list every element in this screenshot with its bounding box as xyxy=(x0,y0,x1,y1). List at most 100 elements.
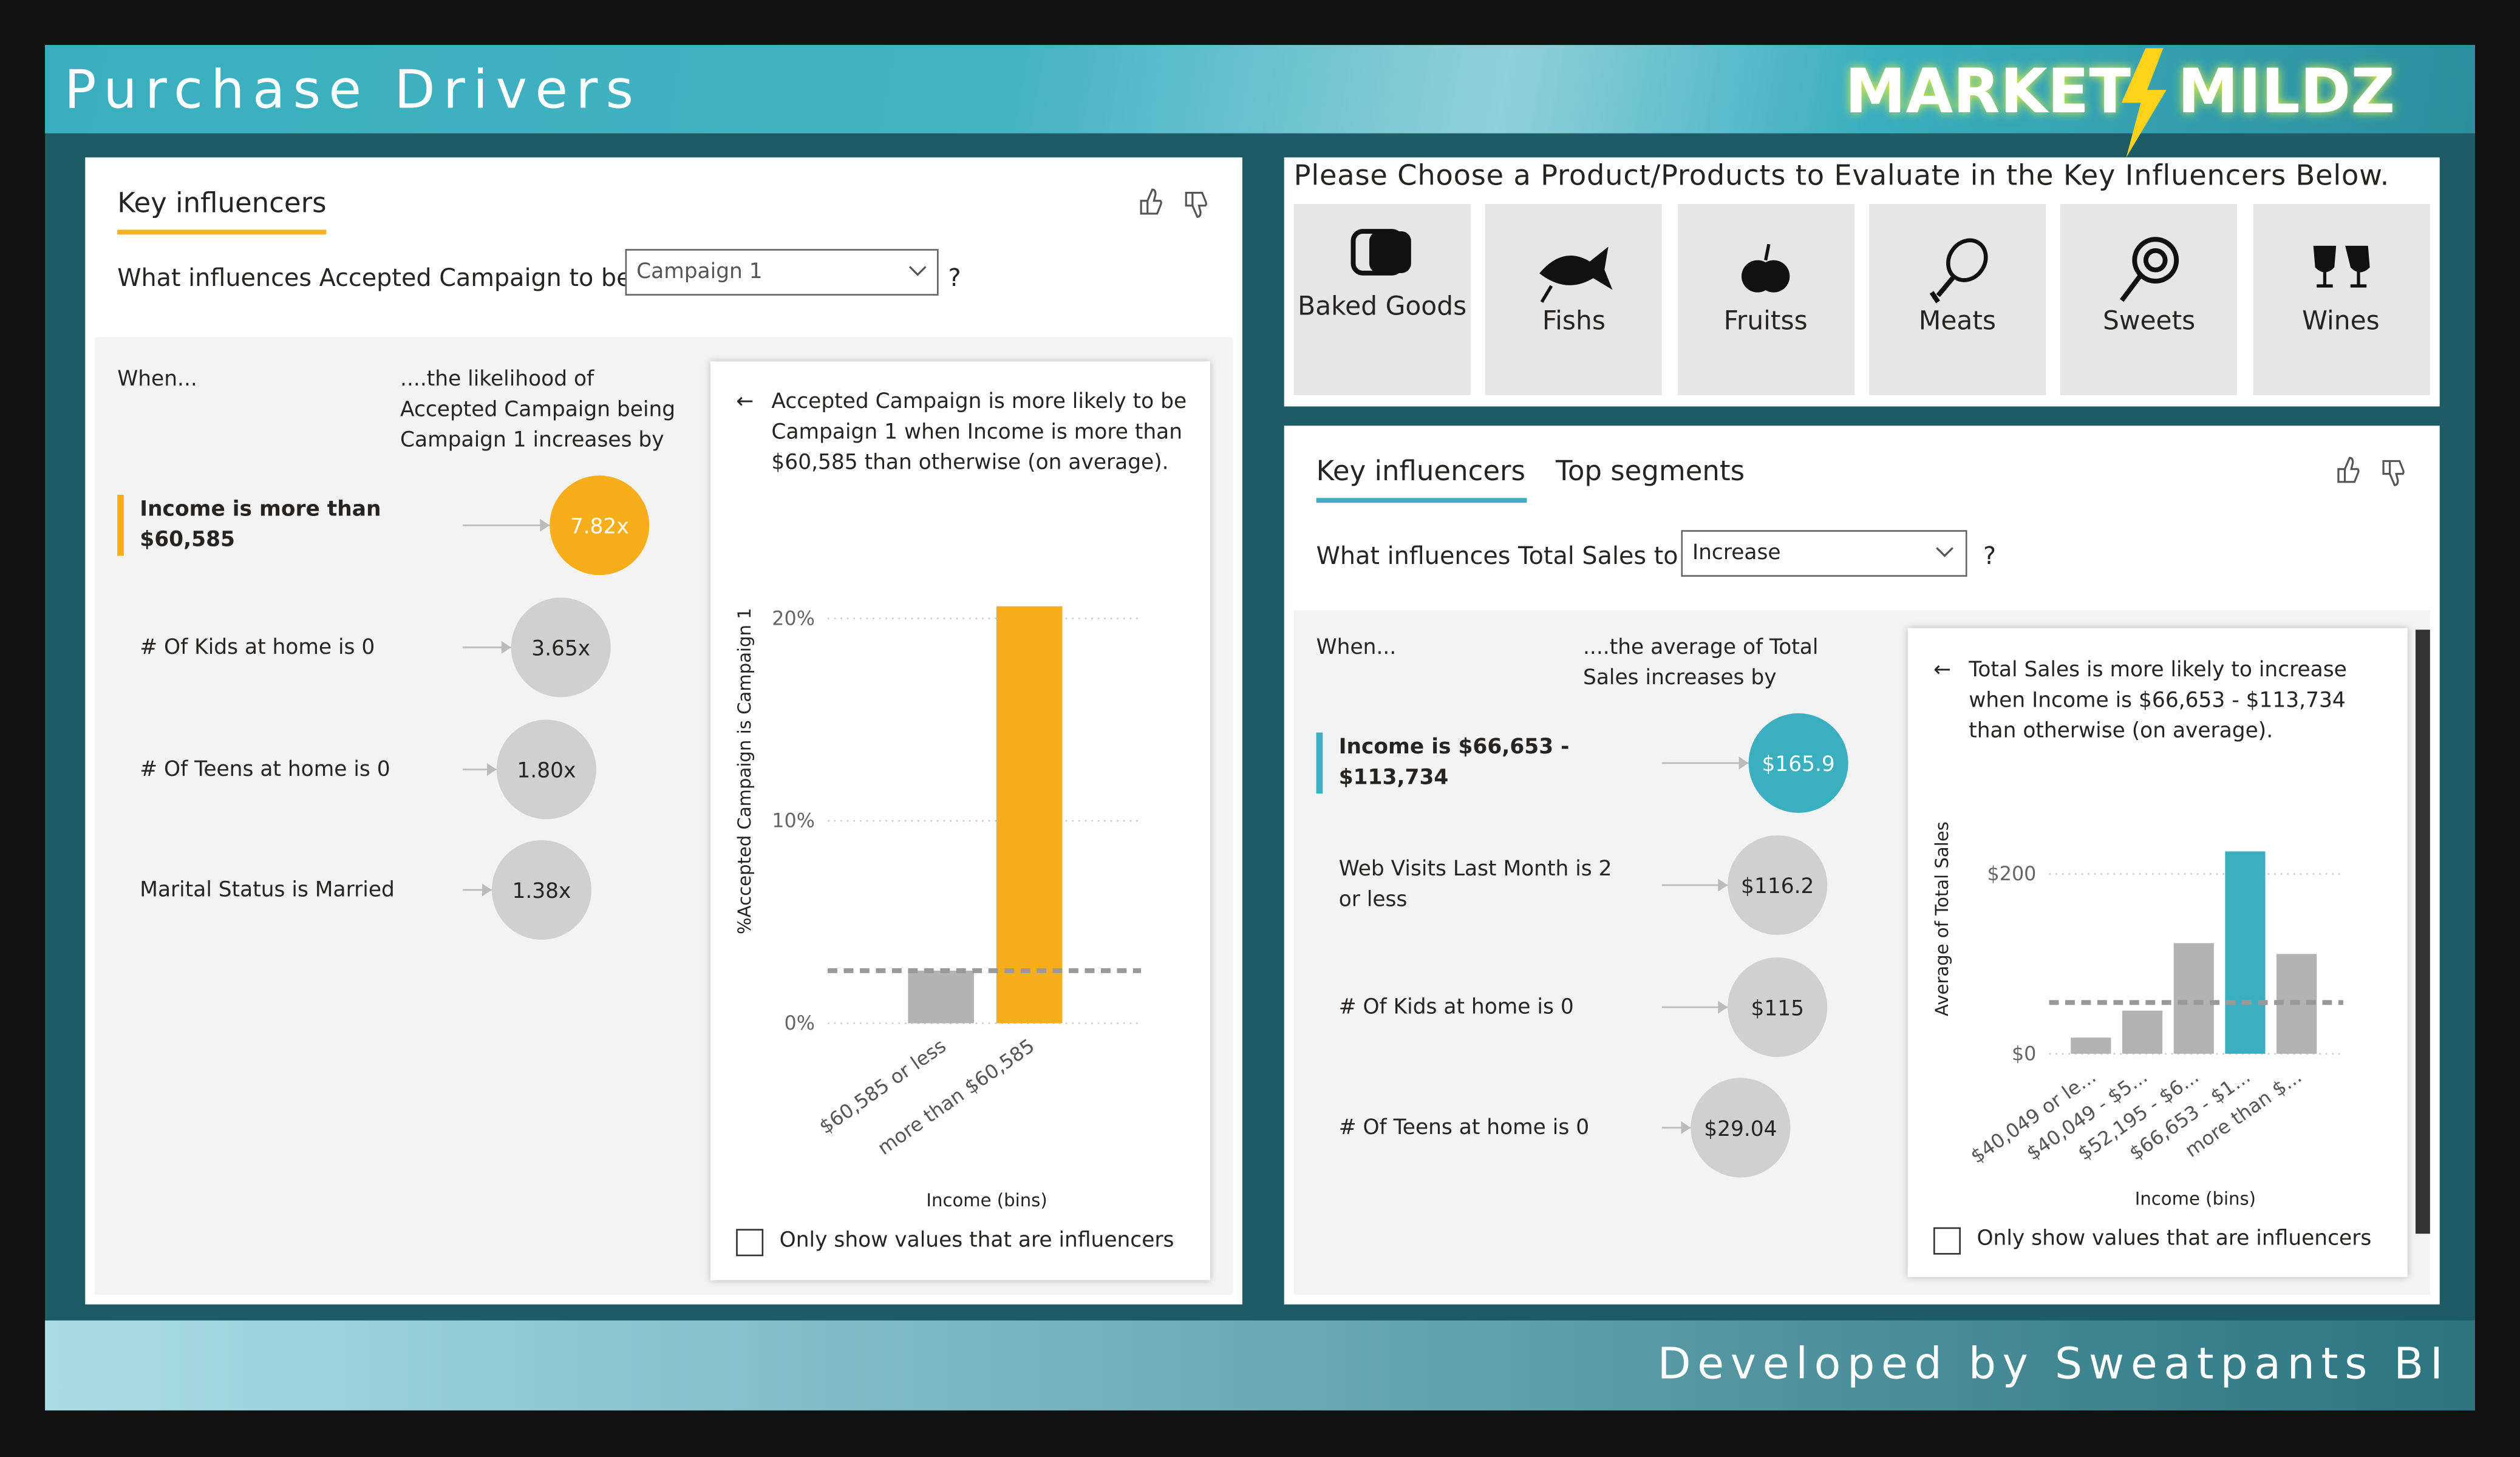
tab[interactable]: Top segments xyxy=(1556,456,1745,489)
back-arrow[interactable]: ← xyxy=(736,390,754,415)
influencer-label[interactable]: Web Visits Last Month is 2 or less xyxy=(1338,858,1612,912)
y-tick-label: $0 xyxy=(2012,1043,2036,1065)
influencer-value: $115 xyxy=(1751,996,1804,1021)
detail-card xyxy=(710,361,1210,1280)
y-tick-label: 0% xyxy=(784,1013,814,1034)
product-icon xyxy=(2119,237,2179,302)
checkbox-label: Only show values that are influencers xyxy=(1977,1227,2372,1252)
y-axis-label: Average of Total Sales xyxy=(1932,821,1952,1016)
detail-text: Total Sales is more likely to increase w… xyxy=(1969,658,2347,744)
influencer-value: $29.04 xyxy=(1704,1117,1777,1141)
dropdown[interactable]: Campaign 1 xyxy=(625,249,939,296)
tab-underline xyxy=(1316,498,1527,503)
x-axis-label: Income (bins) xyxy=(926,1190,1047,1211)
influencer-label[interactable]: # Of Teens at home is 0 xyxy=(1338,1115,1590,1140)
influencer-label[interactable]: # Of Teens at home is 0 xyxy=(140,757,390,782)
effect-header: ....the likelihood of Accepted Campaign … xyxy=(400,367,676,453)
x-axis-label: Income (bins) xyxy=(2135,1189,2256,1209)
product-label: Sweets xyxy=(2102,305,2196,336)
influencer-label[interactable]: Income is $66,653 - $113,734 xyxy=(1338,735,1570,790)
product-tile[interactable] xyxy=(2252,204,2430,395)
header-band xyxy=(45,45,2475,134)
detail-text: Accepted Campaign is more likely to be C… xyxy=(771,390,1187,476)
influencer-value: 7.82x xyxy=(570,515,629,539)
scrollbar[interactable] xyxy=(2415,630,2430,1234)
influencer-label[interactable]: # Of Kids at home is 0 xyxy=(1338,995,1574,1019)
connector-head xyxy=(1718,878,1728,892)
influencer-value: 1.38x xyxy=(512,879,571,903)
y-tick-label: 20% xyxy=(772,608,815,630)
logo-glow: MILDZ xyxy=(2178,56,2395,127)
product-label: Baked Goods xyxy=(1298,290,1467,322)
question-mark: ? xyxy=(948,263,961,293)
checkbox[interactable] xyxy=(1933,1227,1961,1255)
tab-underline xyxy=(117,229,327,235)
question-mark: ? xyxy=(1983,541,1997,571)
influencer-value: 3.65x xyxy=(531,637,590,661)
product-tile[interactable] xyxy=(1868,204,2046,395)
bar xyxy=(2122,1010,2163,1054)
bar xyxy=(2225,851,2266,1054)
bar xyxy=(908,970,974,1024)
influencer-bubble xyxy=(1748,713,1848,813)
checkbox-label: Only show values that are influencers xyxy=(779,1229,1174,1253)
connector-head xyxy=(540,518,550,532)
product-icon xyxy=(1741,243,1790,293)
connector-head xyxy=(1681,1121,1691,1135)
bar xyxy=(2071,1038,2111,1054)
bar xyxy=(996,606,1063,1024)
influencer-bubble xyxy=(511,597,611,698)
dropdown[interactable]: Increase xyxy=(1681,530,1967,577)
product-panel xyxy=(1284,157,2440,407)
logo-right: MILDZ xyxy=(2178,56,2395,127)
connector-head xyxy=(486,762,497,776)
effect-header: ....the average of Total Sales increases… xyxy=(1582,636,1819,691)
influencer-label[interactable]: Marital Status is Married xyxy=(140,878,395,902)
selected-indicator xyxy=(1316,732,1323,794)
product-tile[interactable] xyxy=(2060,204,2238,395)
connector-head xyxy=(501,640,511,654)
logo-glow: MARKET xyxy=(1845,56,2131,127)
influencer-bubble xyxy=(1728,957,1828,1058)
back-arrow[interactable]: ← xyxy=(1933,658,1951,683)
y-tick-label: 10% xyxy=(772,810,815,832)
influencer-bubble xyxy=(496,719,596,820)
y-tick-label: $200 xyxy=(1987,863,2037,885)
feedback-icons[interactable] xyxy=(908,188,2405,557)
influencer-label[interactable]: Income is more than $60,585 xyxy=(140,498,381,553)
page-title: Purchase Drivers xyxy=(64,58,642,121)
connector-head xyxy=(1718,1000,1728,1014)
product-icon xyxy=(1929,238,1988,304)
product-prompt: Please Choose a Product/Products to Eval… xyxy=(1293,160,2390,193)
product-tile[interactable] xyxy=(1485,204,1663,395)
when-header: When... xyxy=(117,367,197,392)
tab[interactable]: Key influencers xyxy=(117,188,327,220)
product-icon xyxy=(1539,246,1613,303)
question: What influences Accepted Campaign to be xyxy=(117,263,632,293)
when-header: When... xyxy=(1316,636,1397,661)
influencer-label[interactable]: # Of Kids at home is 0 xyxy=(140,635,375,660)
logo-bolt xyxy=(2121,48,2167,158)
influencer-bubble xyxy=(1691,1078,1791,1178)
detail-card xyxy=(1907,628,2408,1277)
tab[interactable]: Key influencers xyxy=(1316,456,1525,489)
influencer-bubble xyxy=(1728,835,1828,936)
influencer-bubble xyxy=(491,840,591,940)
product-label: Wines xyxy=(2302,305,2380,336)
checkbox[interactable] xyxy=(736,1229,764,1257)
connector-head xyxy=(1738,756,1749,770)
footer-text: Developed by Sweatpants BI xyxy=(1657,1339,2450,1390)
product-label: Fishs xyxy=(1542,305,1606,336)
bar xyxy=(2173,943,2214,1054)
product-tile[interactable] xyxy=(1677,204,1854,395)
influencer-value: 1.80x xyxy=(517,759,576,783)
x-tick-label: more than $60,585 xyxy=(874,1035,1038,1160)
influencer-bubble xyxy=(550,475,650,576)
selected-indicator xyxy=(117,494,124,556)
y-axis-label: %Accepted Campaign is Campaign 1 xyxy=(734,608,755,934)
product-icon xyxy=(1350,229,1411,276)
influencer-value: $116.2 xyxy=(1741,874,1814,898)
product-icon xyxy=(2313,245,2370,288)
